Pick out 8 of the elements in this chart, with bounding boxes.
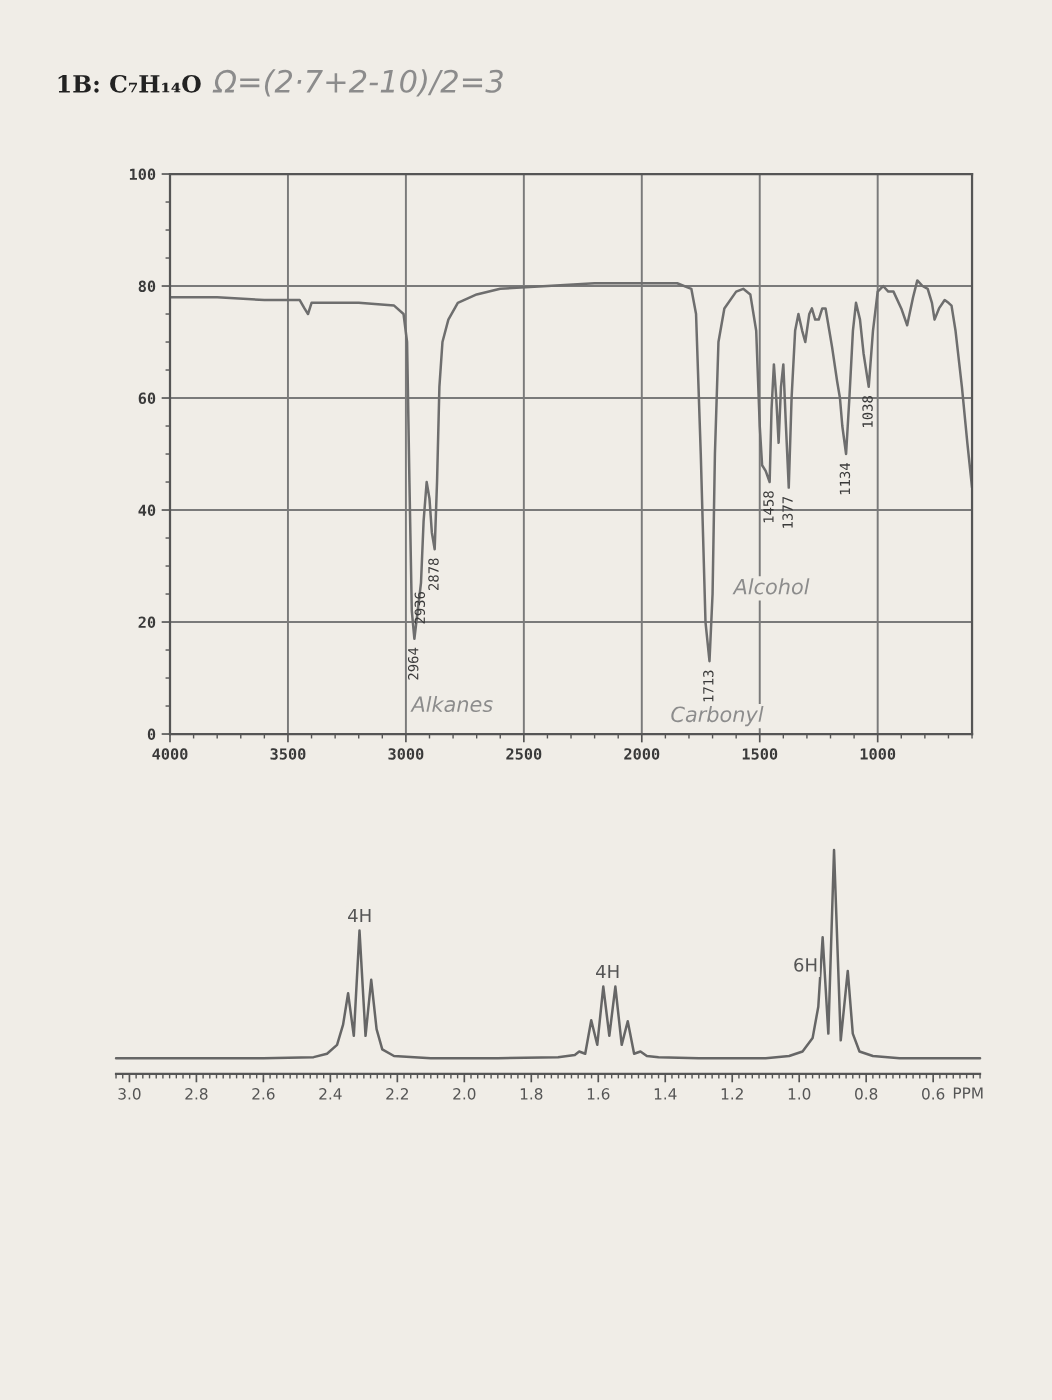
annotation: 6H bbox=[794, 958, 817, 972]
chart-title: 1B: C₇H₁₄O bbox=[58, 74, 201, 93]
chart-subtitle: Ω=(2·7+2-10)/2=3 bbox=[212, 69, 503, 97]
annotation: 4H bbox=[596, 964, 619, 979]
annotation: 4H bbox=[348, 908, 371, 923]
annotation: Alkanes bbox=[410, 695, 493, 713]
annotation: Alcohol bbox=[732, 578, 810, 595]
annotation: Carbonyl bbox=[671, 706, 764, 727]
